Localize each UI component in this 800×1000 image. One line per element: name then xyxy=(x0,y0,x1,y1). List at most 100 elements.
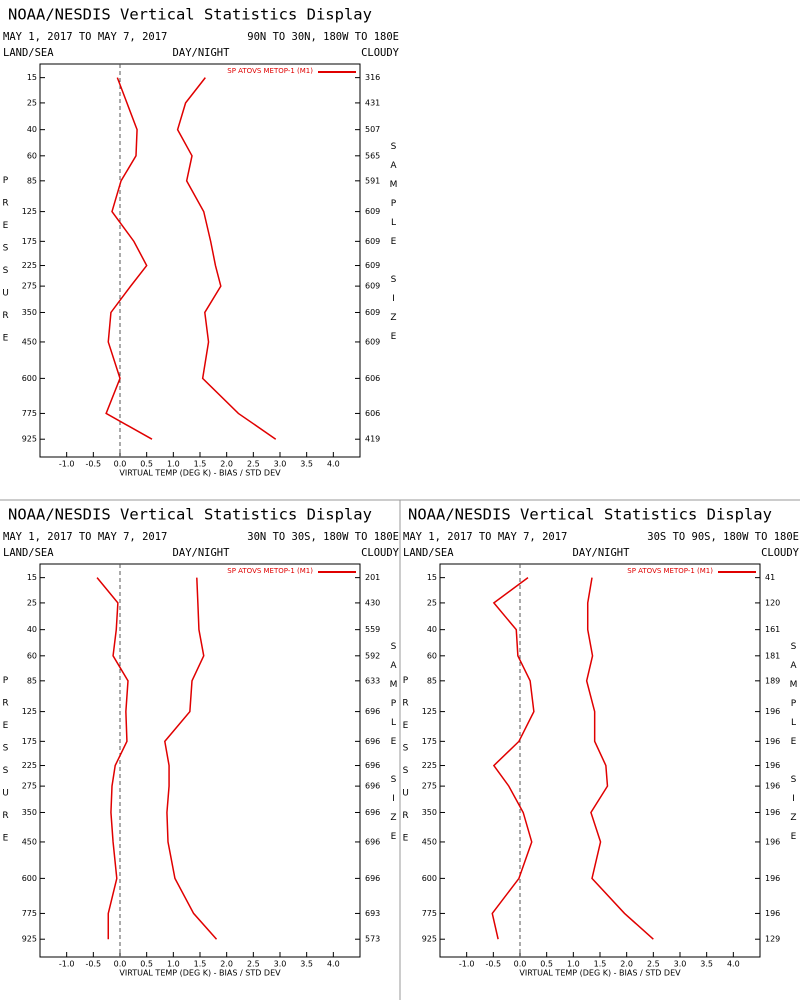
y-tick-label: 15 xyxy=(27,573,37,582)
y-tick-label: 225 xyxy=(22,261,37,270)
y2-axis-label: SAMPLE SIZE xyxy=(389,142,399,351)
sample-size: 609 xyxy=(365,282,380,291)
y-tick-label: 85 xyxy=(27,176,37,185)
sample-size: 431 xyxy=(365,98,380,107)
x-tick-label: 2.0 xyxy=(620,960,633,969)
panel: NOAA/NESDIS Vertical Statistics Display M… xyxy=(1,6,400,478)
cloud: CLOUDY xyxy=(761,547,800,559)
x-tick-label: 3.5 xyxy=(300,460,313,469)
sample-size: 129 xyxy=(765,935,780,944)
x-tick-label: 2.0 xyxy=(220,960,233,969)
sample-size: 161 xyxy=(765,625,780,634)
y-tick-label: 450 xyxy=(22,337,37,346)
y-tick-label: 600 xyxy=(422,874,437,883)
sample-size: 181 xyxy=(765,651,780,660)
y-tick-label: 225 xyxy=(22,761,37,770)
sample-size: 196 xyxy=(765,909,780,918)
y-tick-label: 275 xyxy=(22,782,37,791)
std-dev-line xyxy=(176,77,277,440)
day-night: DAY/NIGHT xyxy=(173,47,231,59)
y-tick-label: 15 xyxy=(27,73,37,82)
chart-title: NOAA/NESDIS Vertical Statistics Display xyxy=(408,506,772,524)
sample-size: 196 xyxy=(765,782,780,791)
region: 30N TO 30S, 180W TO 180E xyxy=(247,531,399,543)
cloud: CLOUDY xyxy=(361,547,400,559)
y-tick-label: 60 xyxy=(27,151,37,160)
legend-label: SP ATOVS METOP-1 (M1) xyxy=(627,567,713,575)
date-range: MAY 1, 2017 TO MAY 7, 2017 xyxy=(403,531,567,543)
x-tick-label: -0.5 xyxy=(486,960,502,969)
x-tick-label: 2.0 xyxy=(220,460,233,469)
chart-title: NOAA/NESDIS Vertical Statistics Display xyxy=(8,506,372,524)
x-tick-label: 1.0 xyxy=(167,960,180,969)
x-tick-label: 0.0 xyxy=(114,460,127,469)
land-sea: LAND/SEA xyxy=(3,47,54,59)
y-tick-label: 775 xyxy=(422,909,437,918)
y-axis-label: PRESSURE xyxy=(1,676,11,856)
sample-size: 196 xyxy=(765,874,780,883)
sample-size: 696 xyxy=(365,808,380,817)
x-tick-label: 4.0 xyxy=(327,460,340,469)
x-tick-label: 3.0 xyxy=(674,960,687,969)
sample-size: 696 xyxy=(365,782,380,791)
y-tick-label: 85 xyxy=(27,676,37,685)
date-range: MAY 1, 2017 TO MAY 7, 2017 xyxy=(3,31,167,43)
y-axis-label: PRESSURE xyxy=(401,676,411,856)
date-range: MAY 1, 2017 TO MAY 7, 2017 xyxy=(3,531,167,543)
cloud: CLOUDY xyxy=(361,47,400,59)
bias-line xyxy=(105,77,153,440)
sample-size: 606 xyxy=(365,409,380,418)
x-tick-label: 0.0 xyxy=(514,960,527,969)
sample-size: 606 xyxy=(365,374,380,383)
y-tick-label: 40 xyxy=(427,625,437,634)
y-tick-label: 85 xyxy=(427,676,437,685)
sample-size: 693 xyxy=(365,909,380,918)
sample-size: 189 xyxy=(765,676,780,685)
day-night: DAY/NIGHT xyxy=(173,547,231,559)
y-tick-label: 25 xyxy=(427,598,437,607)
y-tick-label: 775 xyxy=(22,909,37,918)
sample-size: 696 xyxy=(365,707,380,716)
sample-size: 419 xyxy=(365,435,380,444)
x-tick-label: 0.5 xyxy=(140,960,153,969)
y-tick-label: 600 xyxy=(22,874,37,883)
chart-title: NOAA/NESDIS Vertical Statistics Display xyxy=(8,6,372,24)
x-tick-label: -1.0 xyxy=(459,960,475,969)
sample-size: 430 xyxy=(365,598,380,607)
std-dev-line xyxy=(585,577,654,940)
x-tick-label: 0.0 xyxy=(114,960,127,969)
x-tick-label: 4.0 xyxy=(327,960,340,969)
x-tick-label: -1.0 xyxy=(59,960,75,969)
y-tick-label: 775 xyxy=(22,409,37,418)
x-tick-label: -0.5 xyxy=(86,460,102,469)
y2-axis-label: SAMPLE SIZE xyxy=(789,642,799,851)
y-tick-label: 925 xyxy=(22,935,37,944)
y-tick-label: 60 xyxy=(427,651,437,660)
sample-size: 316 xyxy=(365,73,380,82)
sample-size: 120 xyxy=(765,598,780,607)
sample-size: 609 xyxy=(365,261,380,270)
sample-size: 196 xyxy=(765,837,780,846)
y-tick-label: 60 xyxy=(27,651,37,660)
y-tick-label: 350 xyxy=(22,808,37,817)
region: 30S TO 90S, 180W TO 180E xyxy=(647,531,799,543)
panel: NOAA/NESDIS Vertical Statistics Display M… xyxy=(401,506,800,978)
y2-axis-label: SAMPLE SIZE xyxy=(389,642,399,851)
y-tick-label: 925 xyxy=(422,935,437,944)
land-sea: LAND/SEA xyxy=(3,547,54,559)
sample-size: 696 xyxy=(365,837,380,846)
y-tick-label: 275 xyxy=(422,782,437,791)
y-tick-label: 175 xyxy=(22,237,37,246)
sample-size: 633 xyxy=(365,676,380,685)
x-tick-label: 1.5 xyxy=(194,960,207,969)
sample-size: 559 xyxy=(365,625,380,634)
sample-size: 609 xyxy=(365,337,380,346)
x-tick-label: 0.5 xyxy=(140,460,153,469)
day-night: DAY/NIGHT xyxy=(573,547,631,559)
sample-size: 507 xyxy=(365,125,380,134)
bias-line xyxy=(96,577,129,940)
y-tick-label: 225 xyxy=(422,761,437,770)
std-dev-line xyxy=(164,577,218,940)
x-tick-label: 1.0 xyxy=(167,460,180,469)
